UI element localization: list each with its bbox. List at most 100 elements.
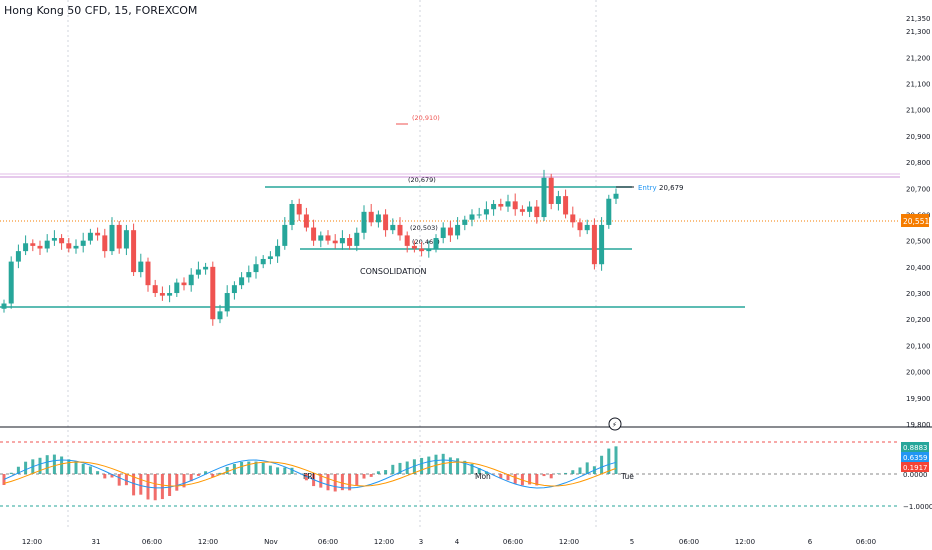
candle-body [426, 248, 432, 252]
indicator-histogram-bar [528, 474, 532, 485]
indicator-day-label: Tue [620, 472, 634, 481]
price-axis-label: 20,300 [906, 290, 931, 298]
price-axis-label: 21,000 [906, 107, 931, 115]
indicator-histogram-bar [175, 474, 179, 491]
indicator-histogram-bar [261, 462, 265, 474]
candle-body [505, 201, 511, 207]
indicator-histogram-bar [470, 463, 474, 474]
indicator-histogram-bar [247, 461, 251, 474]
indicator-histogram-bar [456, 458, 460, 474]
candle-body [534, 206, 540, 218]
indicator-histogram-bar [614, 446, 618, 474]
price-axis-label: 19,900 [906, 395, 931, 403]
price-axis-label: 21,100 [906, 80, 931, 88]
indicator-histogram-bar [571, 470, 575, 474]
candle-body [354, 232, 360, 246]
indicator-histogram-bar [103, 474, 107, 479]
candle-body [555, 196, 561, 204]
time-axis-label: 06:00 [679, 538, 699, 546]
mid-level-label: (20,503) [410, 224, 438, 232]
candle-body [109, 224, 115, 252]
indicator-histogram-bar [607, 448, 611, 474]
candle-body [584, 224, 590, 231]
indicator-histogram-bar [139, 474, 143, 495]
indicator-histogram-bar [513, 474, 517, 484]
candle-body [217, 311, 223, 320]
indicator-histogram-bar [189, 474, 193, 482]
candle-body [66, 243, 72, 249]
indicator-histogram-bar [38, 457, 42, 474]
candle-body [123, 230, 129, 249]
candle-body [152, 285, 158, 294]
price-axis-label: 20,100 [906, 342, 931, 350]
candle-body [159, 293, 165, 296]
resistance-level-label: (20,679) [408, 176, 436, 184]
candle-body [131, 230, 137, 273]
indicator-histogram-bar [369, 474, 373, 477]
indicator-histogram-bar [45, 455, 49, 474]
entry-value: 20,679 [659, 184, 684, 192]
indicator-histogram-bar [67, 459, 71, 474]
candle-body [433, 238, 439, 249]
candle-body [339, 238, 345, 244]
indicator-histogram-bar [52, 454, 56, 474]
candle-body [1, 303, 7, 309]
candle-body [476, 214, 482, 216]
indicator-histogram-bar [268, 465, 272, 474]
candle-body [95, 232, 101, 236]
candle-body [512, 201, 518, 210]
time-axis-label: 12:00 [735, 538, 755, 546]
candle-body [498, 203, 504, 207]
symbol-title: Hong Kong 50 CFD, 15, FOREXCOM [4, 4, 198, 17]
price-axis-label: 21,300 [906, 28, 931, 36]
indicator-histogram-bar [204, 471, 208, 474]
indicator-axis-zero: 0.0000 [903, 471, 928, 479]
candle-body [253, 264, 259, 273]
candle-body [591, 224, 597, 265]
candle-body [325, 235, 331, 241]
indicator-histogram-bar [16, 466, 20, 474]
candle-body [174, 282, 180, 294]
candle-body [51, 238, 57, 241]
candle-body [548, 177, 554, 204]
time-axis-label: 12:00 [22, 538, 42, 546]
candle-body [599, 224, 605, 265]
indicator-histogram-bar [182, 474, 186, 488]
current-price-label: 20,551 [903, 217, 929, 226]
indicator-day-label: Mon [475, 472, 491, 481]
candle-body [282, 224, 288, 246]
indicator-histogram-bar [564, 472, 568, 474]
price-axis-label: 21,200 [906, 54, 931, 62]
indicator-histogram-bar [96, 471, 100, 474]
candle-body [419, 248, 425, 252]
candle-body [541, 177, 547, 218]
indicator-histogram-bar [225, 466, 229, 474]
candle-body [260, 258, 266, 265]
candle-body [491, 203, 497, 210]
indicator-histogram-bar [549, 474, 553, 479]
time-axis-label: 06:00 [142, 538, 162, 546]
candle-body [210, 266, 216, 320]
candle-body [296, 203, 302, 215]
indicator-histogram-bar [578, 467, 582, 474]
candle-body [332, 240, 338, 244]
lightning-glyph: ⚡ [612, 421, 617, 429]
price-axis-label: 20,800 [906, 159, 931, 167]
candle-body [138, 261, 144, 273]
lightning-icon [608, 417, 622, 431]
candle-body [87, 232, 93, 241]
candle-body [411, 245, 417, 249]
candle-body [59, 238, 65, 244]
price-axis-label: 21,350 [906, 15, 931, 23]
candle-body [267, 256, 273, 259]
candle-body [347, 238, 353, 246]
price-axis-label: 19,800 [906, 421, 931, 429]
indicator-histogram-bar [168, 474, 172, 496]
time-axis-label: 12:00 [198, 538, 218, 546]
candle-body [102, 235, 108, 252]
indicator-histogram-bar [499, 474, 503, 479]
indicator-histogram-bar [60, 456, 64, 474]
price-axis-label: 20,000 [906, 369, 931, 377]
indicator-day-label: FRI [303, 472, 315, 481]
